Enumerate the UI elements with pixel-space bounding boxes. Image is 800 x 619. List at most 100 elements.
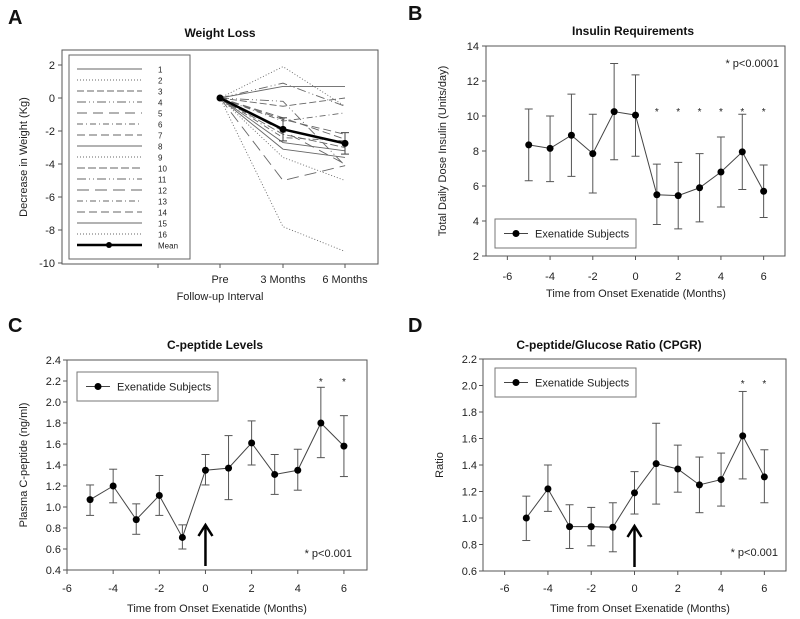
mean-point <box>216 94 224 102</box>
y-tick-label: 2.2 <box>462 354 477 366</box>
data-point <box>225 464 233 472</box>
chart-title: C-peptide/Glucose Ratio (CPGR) <box>516 338 701 352</box>
y-tick-label: 0.6 <box>46 544 61 556</box>
onset-arrow-head <box>626 523 643 538</box>
data-point <box>717 168 725 176</box>
legend-label: 11 <box>158 176 167 185</box>
y-tick-label: 0.4 <box>46 565 61 577</box>
panel-b: B Insulin Requirements 2 4 6 8 10 12 14 -6 -4 -2 0 2 4… <box>408 3 786 300</box>
y-axis-title: Decrease in Weight (Kg) <box>18 97 30 217</box>
data-point <box>760 473 768 481</box>
data-point <box>86 496 94 504</box>
legend-marker <box>512 230 520 237</box>
legend-marker <box>106 242 112 248</box>
legend-label: 8 <box>158 143 163 152</box>
legend-marker <box>94 383 102 390</box>
x-tick-label: 2 <box>249 583 255 595</box>
y-tick-label: 0.8 <box>46 523 61 535</box>
y-tick-label: -8 <box>45 225 55 237</box>
data-point <box>566 523 574 531</box>
series-line <box>89 422 345 539</box>
data-point <box>317 419 325 427</box>
legend-label: 10 <box>158 165 167 174</box>
y-tick-label: 1.8 <box>46 418 61 430</box>
p-value-annotation: * p<0.0001 <box>725 58 779 70</box>
significance-star: * <box>719 107 723 118</box>
y-tick-label: 1.4 <box>462 460 477 472</box>
data-point <box>717 476 725 484</box>
legend-label: 2 <box>158 77 163 86</box>
data-point <box>248 439 256 447</box>
y-tick-label: 8 <box>473 146 479 158</box>
chart-title: C-peptide Levels <box>167 338 263 352</box>
x-tick-label: 0 <box>632 271 638 283</box>
data-point <box>695 481 703 489</box>
legend-label: 7 <box>158 132 163 141</box>
y-tick-label: 1.0 <box>46 502 61 514</box>
y-tick-label: 0.6 <box>462 566 477 578</box>
panel-label: B <box>408 3 422 25</box>
y-tick-label: -6 <box>45 192 55 204</box>
y-tick-label: 1.0 <box>462 513 477 525</box>
y-tick-label: 10 <box>467 111 479 123</box>
series-line <box>528 111 765 197</box>
significance-star: * <box>741 379 745 390</box>
x-axis-title: Time from Onset Exenatide (Months) <box>127 603 307 615</box>
y-tick-label: 14 <box>467 41 479 53</box>
x-tick-label: 6 <box>761 583 767 595</box>
onset-arrow-head <box>197 522 214 537</box>
data-point <box>739 432 747 440</box>
y-tick-label: 2.0 <box>462 381 477 393</box>
panel-label: D <box>408 315 422 337</box>
x-tick-label: -2 <box>588 271 598 283</box>
data-point <box>109 482 117 490</box>
x-tick-label: -4 <box>543 583 553 595</box>
x-tick-label: -2 <box>154 583 164 595</box>
data-point <box>738 148 746 156</box>
y-tick-label: 2.2 <box>46 376 61 388</box>
y-axis-title: Plasma C-peptide (ng/ml) <box>18 403 30 528</box>
y-tick-label: 0 <box>49 93 55 105</box>
x-axis-title: Time from Onset Exenatide (Months) <box>546 288 726 300</box>
x-tick-label: -6 <box>502 271 512 283</box>
data-point <box>609 523 617 531</box>
subject-line-8 <box>219 97 346 152</box>
significance-star: * <box>655 107 659 118</box>
legend-label: Exenatide Subjects <box>535 229 630 241</box>
data-point <box>632 111 639 119</box>
legend-label: 9 <box>158 154 163 163</box>
legend-label: 6 <box>158 121 163 130</box>
x-tick-label: 6 <box>341 583 347 595</box>
legend-box <box>68 54 191 260</box>
y-tick-label: 2.0 <box>46 397 61 409</box>
y-tick-label: 1.2 <box>46 481 61 493</box>
legend-label: Exenatide Subjects <box>117 382 212 394</box>
p-value-annotation: * p<0.001 <box>305 548 352 560</box>
y-tick-label: 1.6 <box>46 439 61 451</box>
subject-line-4 <box>219 82 346 107</box>
data-point <box>674 465 682 473</box>
subject-line-3 <box>219 97 346 107</box>
subject-line-12 <box>219 97 346 182</box>
x-tick-label: 6 <box>761 271 767 283</box>
x-tick-label: 4 <box>295 583 301 595</box>
subject-line-11 <box>219 97 346 166</box>
y-axis-title: Ratio <box>434 452 446 478</box>
x-tick-label: -6 <box>62 583 72 595</box>
chart-title: Insulin Requirements <box>572 24 694 38</box>
y-tick-label: 1.8 <box>462 407 477 419</box>
data-point <box>696 184 704 192</box>
series-line <box>525 434 765 528</box>
x-axis-title: Time from Onset Exenatide (Months) <box>550 603 730 615</box>
panel-d: D C-peptide/Glucose Ratio (CPGR) 0.6 0.8 1.0… <box>408 315 787 615</box>
x-tick-label: -6 <box>500 583 510 595</box>
x-tick-label: 4 <box>718 583 724 595</box>
significance-star: * <box>698 107 702 118</box>
significance-star: * <box>676 107 680 118</box>
y-tick-label: 2 <box>473 251 479 263</box>
data-point <box>567 131 575 139</box>
legend-label: 13 <box>158 198 167 207</box>
y-tick-label: 0.8 <box>462 540 477 552</box>
data-point <box>271 470 279 478</box>
significance-star: * <box>342 377 346 388</box>
